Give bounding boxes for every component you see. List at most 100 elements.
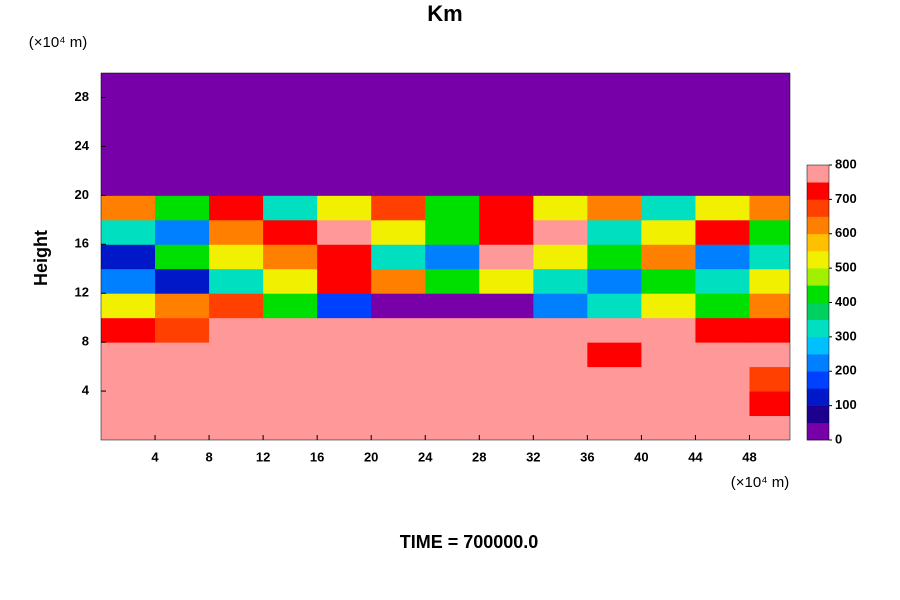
- cell: [209, 293, 264, 319]
- cell: [533, 73, 588, 98]
- x-tick-label: 32: [526, 449, 540, 464]
- cell: [155, 391, 210, 417]
- cell: [641, 73, 696, 98]
- cell: [587, 97, 642, 123]
- cell: [749, 73, 790, 98]
- cell: [641, 293, 696, 319]
- cell: [749, 391, 790, 417]
- cell: [371, 268, 426, 294]
- colorbar-tick-label: 400: [835, 294, 857, 309]
- cell: [533, 366, 588, 392]
- cell: [263, 219, 318, 245]
- cell: [749, 293, 790, 319]
- colorbar-band: [807, 371, 829, 389]
- cell: [479, 73, 534, 98]
- cell: [371, 121, 426, 147]
- cell: [371, 366, 426, 392]
- cell: [641, 146, 696, 172]
- cell: [425, 268, 480, 294]
- colorbar-tick-label: 300: [835, 328, 857, 343]
- cell: [101, 121, 156, 147]
- colorbar-tick-label: 200: [835, 363, 857, 378]
- cell: [425, 293, 480, 319]
- cell: [749, 415, 790, 440]
- cell: [209, 121, 264, 147]
- colorbar-band: [807, 405, 829, 424]
- cell: [695, 73, 750, 98]
- cell: [101, 366, 156, 392]
- cell: [155, 342, 210, 368]
- cell: [371, 146, 426, 172]
- cell: [641, 317, 696, 343]
- cell: [479, 244, 534, 270]
- cell: [479, 195, 534, 221]
- cell: [209, 146, 264, 172]
- plot-frame: [100, 72, 791, 441]
- colorbar-band: [807, 388, 829, 406]
- colorbar-tick-label: 100: [835, 397, 857, 412]
- cell: [263, 317, 318, 343]
- cell: [641, 391, 696, 417]
- cell: [371, 73, 426, 98]
- cell: [533, 170, 588, 196]
- cell: [101, 219, 156, 245]
- x-tick-label: 20: [364, 449, 378, 464]
- x-tick-label: 28: [472, 449, 486, 464]
- cell: [695, 170, 750, 196]
- cell: [209, 244, 264, 270]
- colorbar-band: [807, 250, 829, 269]
- cell: [641, 121, 696, 147]
- cell: [209, 219, 264, 245]
- cell: [101, 244, 156, 270]
- cell: [263, 391, 318, 417]
- cell: [533, 317, 588, 343]
- cell: [263, 268, 318, 294]
- cell: [425, 121, 480, 147]
- cell: [317, 342, 372, 368]
- cell: [695, 244, 750, 270]
- cell: [317, 97, 372, 123]
- y-tick-label: 12: [75, 285, 89, 300]
- cell: [101, 317, 156, 343]
- cell: [317, 73, 372, 98]
- chart-title: Km: [427, 1, 462, 26]
- cell: [371, 219, 426, 245]
- cell: [371, 244, 426, 270]
- cell: [587, 73, 642, 98]
- cell: [479, 170, 534, 196]
- cell: [425, 317, 480, 343]
- cell: [695, 342, 750, 368]
- cell: [587, 391, 642, 417]
- cell: [425, 342, 480, 368]
- x-tick-label: 12: [256, 449, 270, 464]
- cell: [317, 219, 372, 245]
- colorbar-band: [807, 199, 829, 217]
- cell: [479, 415, 534, 440]
- cell: [587, 293, 642, 319]
- colorbar-band: [807, 233, 829, 252]
- cell: [155, 97, 210, 123]
- cell: [317, 366, 372, 392]
- cell: [155, 317, 210, 343]
- colorbar-tick-label: 700: [835, 191, 857, 206]
- cell: [695, 293, 750, 319]
- cell: [209, 342, 264, 368]
- cell: [641, 97, 696, 123]
- cell: [695, 146, 750, 172]
- y-tick-label: 20: [75, 187, 89, 202]
- cell: [263, 170, 318, 196]
- cell: [425, 73, 480, 98]
- colorbar-band: [807, 302, 829, 320]
- colorbar-band: [807, 336, 829, 355]
- cell: [587, 366, 642, 392]
- cell: [749, 121, 790, 147]
- cell: [695, 268, 750, 294]
- field: [101, 73, 790, 440]
- cell: [425, 391, 480, 417]
- cell: [695, 121, 750, 147]
- cell: [209, 170, 264, 196]
- cell: [317, 121, 372, 147]
- cell: [587, 244, 642, 270]
- cell: [209, 97, 264, 123]
